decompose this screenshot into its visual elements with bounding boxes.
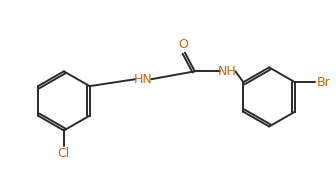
Text: HN: HN	[134, 73, 153, 86]
Text: Br: Br	[317, 76, 331, 89]
Text: O: O	[178, 38, 188, 51]
Text: NH: NH	[218, 65, 237, 78]
Text: Cl: Cl	[58, 147, 70, 160]
